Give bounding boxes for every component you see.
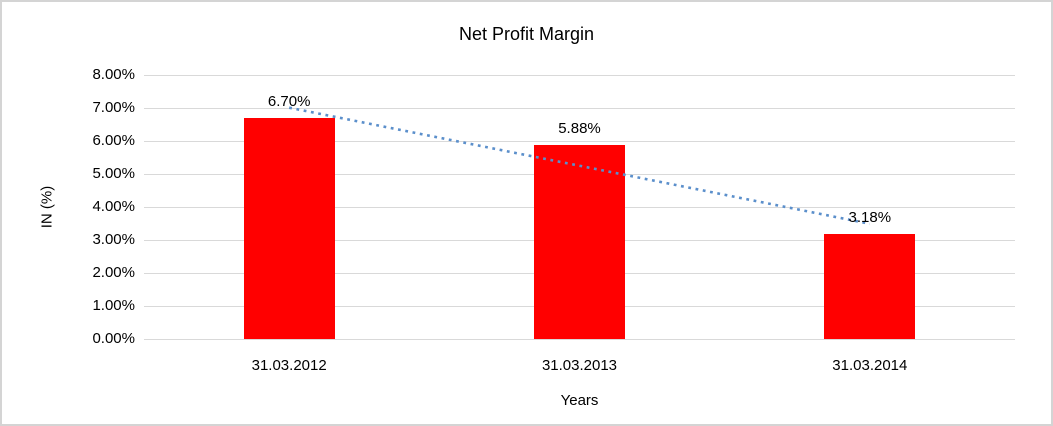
y-tick-label: 6.00% bbox=[92, 132, 135, 149]
gridline-0 bbox=[144, 338, 1015, 340]
x-tick-label: 31.03.2013 bbox=[541, 357, 618, 374]
y-tick-label: 3.00% bbox=[92, 231, 135, 248]
x-tick-label: 31.03.2012 bbox=[251, 357, 327, 374]
y-tick-label: 8.00% bbox=[92, 66, 135, 83]
chart-title: Net Profit Margin bbox=[458, 24, 595, 44]
y-tick-label: 0.00% bbox=[92, 330, 135, 347]
x-axis-label: Years bbox=[560, 392, 599, 409]
bar-31.03.2012 bbox=[243, 117, 335, 339]
y-tick-label: 1.00% bbox=[92, 297, 135, 314]
data-label: 6.70% bbox=[267, 92, 311, 110]
y-tick-label: 7.00% bbox=[92, 99, 135, 116]
bar-31.03.2014 bbox=[824, 234, 916, 339]
y-tick-label: 4.00% bbox=[92, 198, 135, 215]
x-tick-label: 31.03.2014 bbox=[832, 357, 908, 374]
data-label: 3.18% bbox=[848, 209, 892, 227]
data-label: 5.88% bbox=[558, 119, 601, 137]
gridline-8 bbox=[144, 74, 1015, 76]
y-tick-label: 2.00% bbox=[92, 264, 135, 281]
bar-31.03.2013 bbox=[534, 144, 625, 339]
y-tick-label: 5.00% bbox=[92, 165, 135, 182]
